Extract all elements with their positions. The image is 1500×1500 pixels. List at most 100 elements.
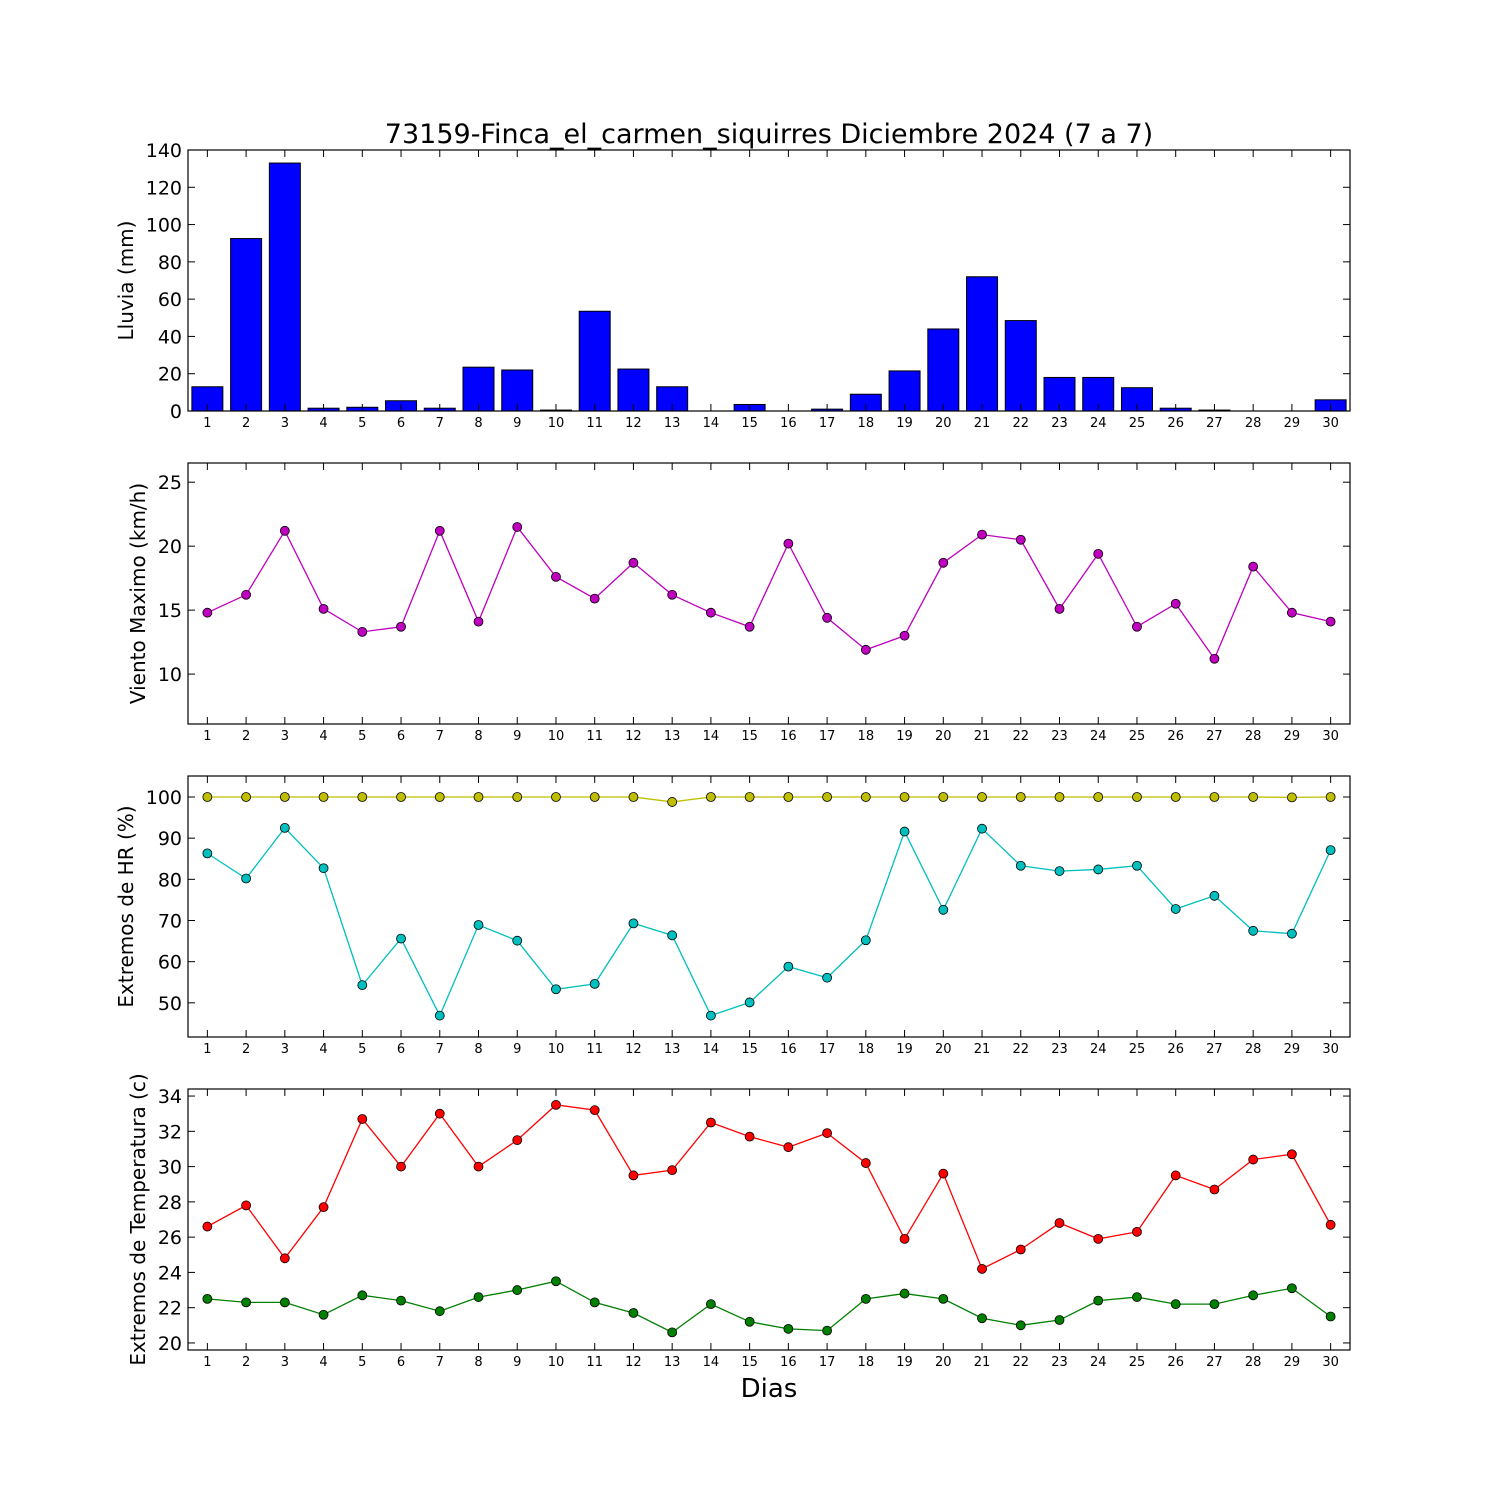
point-s1-day-10 bbox=[551, 1099, 561, 1110]
point-s1-day-17 bbox=[822, 1128, 832, 1138]
bar-day-20 bbox=[927, 328, 960, 412]
x-tick-label: 4 bbox=[319, 1042, 327, 1057]
series-line-1 bbox=[207, 1104, 1332, 1270]
point-s2-day-7 bbox=[434, 1010, 445, 1021]
x-tick-label: 23 bbox=[1051, 1355, 1068, 1370]
y-axis-label: Viento Maximo (km/h) bbox=[126, 483, 150, 704]
x-tick-label: 27 bbox=[1206, 729, 1223, 744]
point-s1-day-3 bbox=[279, 1253, 290, 1264]
x-tick-label: 21 bbox=[974, 416, 991, 431]
point-s2-day-9 bbox=[512, 1285, 523, 1295]
point-s1-day-24 bbox=[1093, 548, 1104, 559]
point-s1-day-8 bbox=[473, 1161, 484, 1172]
y-tick-label: 60 bbox=[158, 289, 182, 311]
x-tick-label: 8 bbox=[474, 1042, 482, 1057]
x-tick-label: 21 bbox=[974, 1355, 991, 1370]
x-tick-label: 30 bbox=[1322, 1042, 1339, 1057]
point-s1-day-5 bbox=[357, 792, 368, 802]
point-s2-day-21 bbox=[977, 823, 987, 834]
point-s1-day-29 bbox=[1287, 792, 1297, 803]
x-tick-label: 14 bbox=[703, 1355, 720, 1370]
x-tick-label: 18 bbox=[858, 729, 875, 744]
x-tick-label: 4 bbox=[319, 416, 327, 431]
x-tick-label: 29 bbox=[1284, 416, 1301, 431]
y-tick-label: 30 bbox=[158, 1157, 182, 1179]
x-tick-label: 24 bbox=[1090, 1355, 1107, 1370]
x-tick-label: 5 bbox=[358, 1355, 366, 1370]
point-s2-day-22 bbox=[1015, 1320, 1026, 1331]
x-tick-label: 7 bbox=[436, 729, 444, 744]
point-s1-day-15 bbox=[744, 1131, 755, 1142]
y-tick-label: 20 bbox=[158, 364, 182, 386]
y-tick-label: 40 bbox=[158, 326, 182, 348]
y-tick-label: 28 bbox=[158, 1192, 182, 1214]
x-tick-label: 8 bbox=[474, 729, 482, 744]
point-s2-day-16 bbox=[783, 1323, 794, 1334]
x-tick-label: 19 bbox=[896, 1355, 913, 1370]
point-s2-day-6 bbox=[396, 933, 406, 944]
x-tick-label: 11 bbox=[586, 729, 603, 744]
x-tick-label: 18 bbox=[858, 1355, 875, 1370]
point-s2-day-14 bbox=[706, 1010, 716, 1021]
point-s1-day-15 bbox=[744, 621, 755, 632]
point-s2-day-15 bbox=[744, 1316, 755, 1327]
x-tick-label: 16 bbox=[780, 416, 797, 431]
point-s2-day-11 bbox=[589, 1297, 600, 1308]
point-s2-day-27 bbox=[1209, 1299, 1220, 1310]
point-s1-day-21 bbox=[977, 529, 987, 540]
x-tick-label: 29 bbox=[1284, 1355, 1301, 1370]
x-tick-label: 17 bbox=[819, 416, 836, 431]
point-s2-day-12 bbox=[628, 1308, 639, 1318]
point-s1-day-2 bbox=[241, 589, 252, 600]
x-tick-label: 22 bbox=[1012, 729, 1029, 744]
x-tick-label: 28 bbox=[1245, 1355, 1262, 1370]
x-tick-label: 18 bbox=[858, 416, 875, 431]
x-tick-label: 11 bbox=[586, 416, 603, 431]
point-s1-day-9 bbox=[512, 1135, 523, 1146]
y-tick-label: 100 bbox=[146, 787, 182, 809]
point-s1-day-12 bbox=[628, 1170, 639, 1181]
point-s1-day-23 bbox=[1054, 603, 1065, 614]
x-tick-label: 24 bbox=[1090, 416, 1107, 431]
point-s2-day-1 bbox=[202, 1293, 213, 1304]
x-tick-label: 7 bbox=[436, 1355, 444, 1370]
y-tick-label: 24 bbox=[158, 1262, 182, 1284]
x-tick-label: 20 bbox=[935, 1355, 952, 1370]
point-s1-day-21 bbox=[977, 1263, 987, 1274]
point-s1-day-25 bbox=[1132, 792, 1142, 802]
x-tick-label: 24 bbox=[1090, 729, 1107, 744]
x-tick-label: 26 bbox=[1167, 729, 1184, 744]
point-s2-day-26 bbox=[1170, 904, 1181, 914]
point-s1-day-21 bbox=[977, 792, 987, 802]
x-tick-label: 14 bbox=[703, 729, 720, 744]
y-axis-label: Extremos de HR (%) bbox=[114, 805, 138, 1007]
x-tick-label: 25 bbox=[1129, 729, 1146, 744]
x-tick-label: 16 bbox=[780, 1042, 797, 1057]
series-line-2 bbox=[207, 1280, 1332, 1334]
x-tick-label: 12 bbox=[625, 416, 642, 431]
point-s1-day-5 bbox=[357, 1114, 368, 1124]
point-s2-day-27 bbox=[1209, 890, 1220, 901]
point-s2-day-24 bbox=[1093, 864, 1104, 875]
point-s1-day-7 bbox=[434, 525, 445, 536]
x-tick-label: 19 bbox=[896, 729, 913, 744]
point-s1-day-12 bbox=[628, 792, 639, 802]
x-tick-label: 30 bbox=[1322, 416, 1339, 431]
x-tick-label: 27 bbox=[1206, 1355, 1223, 1370]
point-s2-day-4 bbox=[318, 863, 329, 874]
x-tick-label: 5 bbox=[358, 416, 366, 431]
point-s2-day-17 bbox=[822, 972, 832, 983]
x-tick-label: 22 bbox=[1012, 1355, 1029, 1370]
x-tick-label: 22 bbox=[1012, 416, 1029, 431]
x-tick-label: 5 bbox=[358, 729, 366, 744]
x-tick-label: 23 bbox=[1051, 1042, 1068, 1057]
point-s1-day-26 bbox=[1170, 598, 1181, 609]
y-tick-label: 80 bbox=[158, 252, 182, 274]
point-s2-day-2 bbox=[241, 1297, 252, 1308]
x-tick-label: 2 bbox=[242, 729, 250, 744]
point-s1-day-6 bbox=[396, 1161, 406, 1172]
point-s2-day-16 bbox=[783, 961, 794, 972]
x-tick-label: 27 bbox=[1206, 416, 1223, 431]
